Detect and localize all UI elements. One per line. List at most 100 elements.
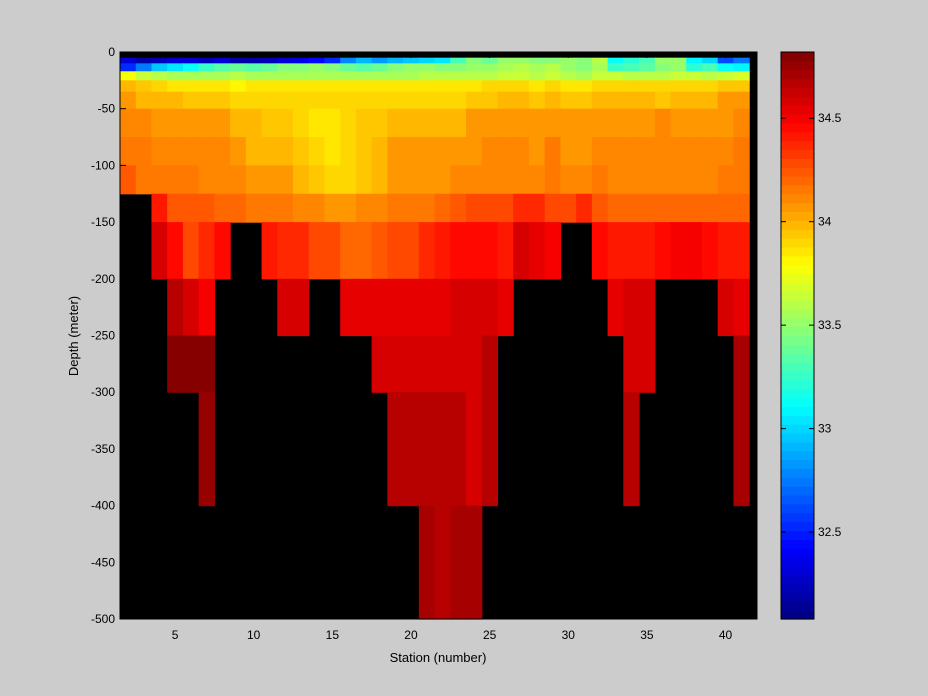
- heatmap-cell: [481, 63, 499, 72]
- heatmap-cell: [261, 222, 278, 280]
- heatmap-cell: [214, 91, 231, 110]
- heatmap-cell: [403, 278, 420, 337]
- x-axis: 5 10 15 20 25 30 35 40: [172, 52, 733, 642]
- colorbar-level: [781, 556, 814, 567]
- colorbar-level: [781, 202, 814, 213]
- heatmap-cell: [560, 137, 577, 166]
- heatmap-cell: [120, 165, 137, 195]
- heatmap-cell: [481, 222, 499, 280]
- heatmap-cell: [434, 392, 451, 507]
- heatmap-cell: [434, 57, 451, 64]
- heatmap-cell: [324, 108, 341, 138]
- x-tick-label: 5: [172, 628, 179, 642]
- heatmap-cell: [198, 165, 215, 195]
- heatmap-cell: [324, 222, 341, 280]
- colorbar-level: [781, 406, 814, 416]
- heatmap-cell: [701, 108, 719, 138]
- heatmap-cell: [450, 137, 467, 166]
- heatmap-cell: [528, 222, 546, 280]
- heatmap-cell: [513, 80, 530, 93]
- heatmap-cell: [639, 137, 656, 166]
- heatmap-cell: [214, 193, 231, 223]
- heatmap-cell: [214, 165, 231, 195]
- heatmap-cell: [245, 137, 263, 166]
- heatmap-cell: [497, 91, 514, 110]
- heatmap-cell: [261, 108, 278, 138]
- heatmap-cell: [670, 222, 687, 280]
- heatmap-cell: [450, 108, 467, 138]
- heatmap-cell: [528, 63, 546, 72]
- heatmap-cell: [387, 71, 404, 81]
- heatmap-cell: [513, 165, 530, 195]
- heatmap-cell: [387, 193, 404, 223]
- heatmap-cell: [733, 278, 750, 337]
- y-axis-label: Depth (meter): [66, 296, 81, 376]
- colorbar-level: [781, 353, 814, 363]
- heatmap-cell: [623, 193, 640, 223]
- colorbar-level: [781, 184, 814, 195]
- heatmap-cell: [261, 71, 278, 81]
- heatmap-cell: [466, 392, 483, 507]
- heatmap-cell: [293, 165, 310, 195]
- heatmap-cell: [686, 108, 703, 138]
- colorbar-level: [781, 78, 814, 89]
- x-axis-label: Station (number): [390, 650, 487, 665]
- y-tick-label: -50: [98, 102, 116, 116]
- heatmap-cell: [591, 108, 609, 138]
- heatmap-cell: [623, 278, 640, 337]
- heatmap-cell: [198, 193, 215, 223]
- heatmap-cell: [355, 222, 373, 280]
- heatmap-cell: [733, 63, 750, 72]
- heatmap-cell: [623, 57, 640, 64]
- heatmap-cell: [324, 71, 341, 81]
- y-axis: 0 -50 -100 -150 -200 -250 -300 -350 -400 -450 -500: [91, 45, 757, 626]
- heatmap-cell: [198, 392, 215, 507]
- colorbar-level: [781, 87, 814, 97]
- heatmap-cell: [576, 57, 593, 64]
- heatmap-cell: [403, 193, 420, 223]
- x-tick-label: 35: [640, 628, 654, 642]
- heatmap-cell: [230, 57, 247, 64]
- heatmap-cell: [513, 71, 530, 81]
- heatmap-cell: [560, 91, 577, 110]
- colorbar-level: [781, 60, 814, 71]
- heatmap-cell: [293, 57, 310, 64]
- heatmap-cell: [261, 193, 278, 223]
- heatmap-cell: [198, 71, 215, 81]
- heatmap-cell: [623, 71, 640, 81]
- colorbar-level: [781, 317, 814, 328]
- heatmap-cell: [340, 71, 357, 81]
- heatmap-cell: [371, 278, 388, 337]
- heatmap-cell: [466, 505, 483, 620]
- colorbar-level: [781, 167, 814, 177]
- heatmap-cell: [120, 137, 137, 166]
- heatmap-cell: [450, 80, 467, 93]
- heatmap-cell: [418, 91, 436, 110]
- heatmap-cell: [639, 278, 656, 337]
- heatmap-cell: [733, 222, 750, 280]
- heatmap-cell: [418, 108, 436, 138]
- heatmap-cell: [450, 335, 467, 393]
- heatmap-cell: [544, 63, 561, 72]
- heatmap-cell: [371, 91, 388, 110]
- heatmap-cell: [418, 63, 436, 72]
- heatmap-cell: [167, 63, 184, 72]
- colorbar-level: [781, 308, 814, 319]
- x-tick-label: 20: [404, 628, 418, 642]
- heatmap-cell: [355, 63, 373, 72]
- heatmap-cell: [639, 108, 656, 138]
- heatmap-cell: [701, 193, 719, 223]
- heatmap-cell: [434, 278, 451, 337]
- colorbar-level: [781, 583, 814, 594]
- heatmap-cell: [403, 335, 420, 393]
- heatmap-cell: [654, 57, 672, 64]
- heatmap-cell: [670, 57, 687, 64]
- heatmap-cell: [387, 57, 404, 64]
- heatmap-cell: [733, 137, 750, 166]
- heatmap-cell: [450, 392, 467, 507]
- heatmap-cell: [450, 193, 467, 223]
- heatmap-cell: [513, 57, 530, 64]
- heatmap-cell: [717, 63, 735, 72]
- heatmap-cell: [607, 165, 624, 195]
- heatmap-cell: [355, 137, 373, 166]
